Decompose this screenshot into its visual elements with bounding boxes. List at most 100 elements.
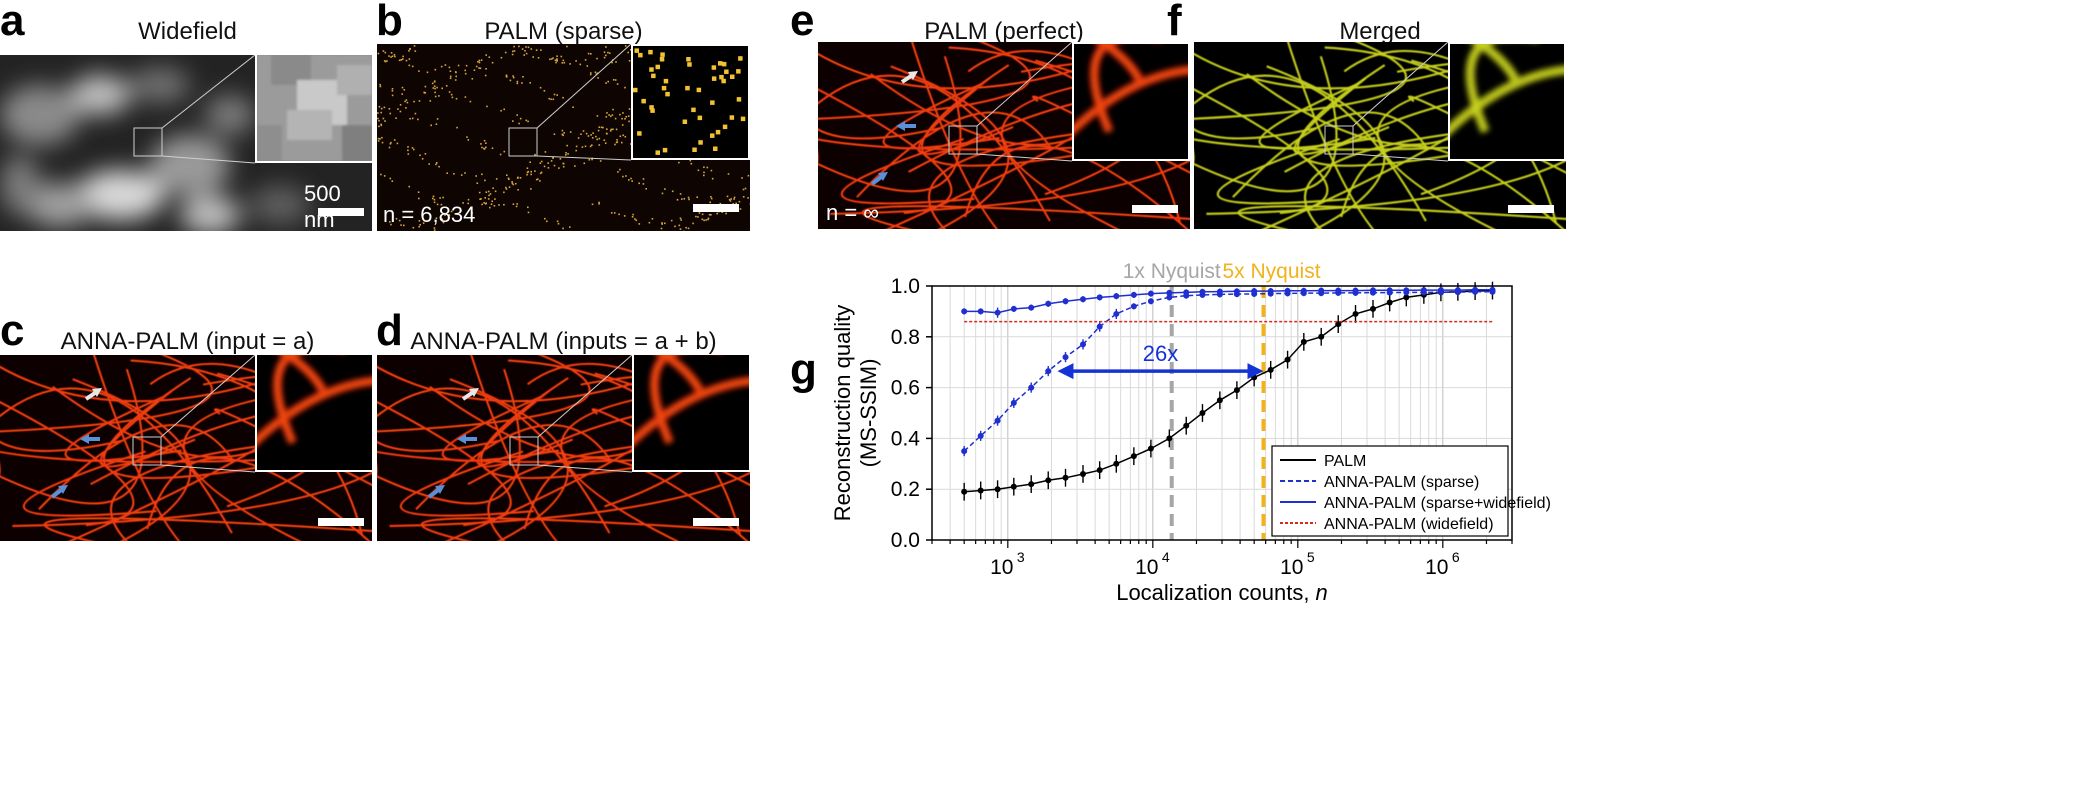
localization-point xyxy=(622,134,624,137)
y-tick-label: 0.0 xyxy=(891,529,920,552)
localization-point xyxy=(380,173,382,176)
legend-label: ANNA-PALM (sparse) xyxy=(1324,474,1479,491)
filament xyxy=(1472,44,1520,82)
localization-point xyxy=(603,51,606,53)
localization-point xyxy=(407,149,409,152)
data-point xyxy=(1113,460,1120,467)
localization-point xyxy=(408,58,411,60)
localization-point xyxy=(741,177,743,179)
data-point xyxy=(1335,287,1342,294)
localization-point xyxy=(462,202,464,204)
data-point xyxy=(994,309,1001,316)
localization-point xyxy=(540,171,543,174)
localization-point xyxy=(402,58,404,60)
localization-point xyxy=(480,59,483,61)
localization-point xyxy=(487,190,490,193)
anna-palm-ab-inset xyxy=(632,355,750,472)
localization-point xyxy=(481,173,483,176)
localization-point xyxy=(697,216,699,218)
localization-point xyxy=(455,97,458,100)
localization-point xyxy=(382,50,385,52)
zoom-lines-b xyxy=(508,44,632,161)
localization-point xyxy=(377,140,380,142)
localization-point xyxy=(701,213,704,216)
localization-point xyxy=(515,182,517,185)
localization-point xyxy=(525,119,528,122)
x-tick-exponent: 4 xyxy=(1162,549,1170,565)
localization-point xyxy=(733,198,735,200)
localization-point xyxy=(390,141,392,144)
filament xyxy=(1206,159,1566,215)
localization-point xyxy=(530,170,532,173)
merged-inset-filaments xyxy=(1450,44,1564,136)
localization-point xyxy=(413,148,415,151)
localization-point xyxy=(587,135,590,137)
localization-point xyxy=(679,217,682,220)
localization-point xyxy=(581,146,584,148)
localization-point xyxy=(565,152,567,154)
localization-point xyxy=(434,68,437,71)
filament-core xyxy=(377,355,590,432)
localization-point xyxy=(484,197,486,199)
localization-point xyxy=(485,54,487,56)
localization-point xyxy=(382,117,385,120)
localization-point xyxy=(602,126,604,129)
localization-point xyxy=(565,154,567,156)
localization-point xyxy=(512,183,515,186)
localization-point xyxy=(384,60,387,63)
localization-point xyxy=(556,58,558,60)
localization-point xyxy=(619,168,621,171)
data-point xyxy=(1233,387,1240,394)
filament-core xyxy=(928,127,1135,229)
localization-point xyxy=(516,203,518,205)
data-point xyxy=(1166,289,1173,296)
localization-point xyxy=(519,117,522,120)
localization-point xyxy=(613,212,616,214)
localization-point xyxy=(719,202,722,205)
localization-point xyxy=(585,132,588,135)
localization-point xyxy=(379,138,381,140)
localization-point xyxy=(610,115,612,118)
localization-point xyxy=(747,197,749,199)
localization-point xyxy=(711,76,717,81)
filament-core xyxy=(421,517,750,541)
localization-point xyxy=(409,48,411,50)
data-point xyxy=(1010,483,1017,490)
scalebar-b xyxy=(693,204,739,212)
filament xyxy=(1450,65,1564,136)
localization-point xyxy=(631,180,633,182)
data-point xyxy=(1216,397,1223,404)
n-label-e: n = ∞ xyxy=(826,200,879,225)
localization-point xyxy=(421,158,424,160)
localization-point xyxy=(503,108,505,111)
localization-point xyxy=(605,46,607,48)
localization-point xyxy=(509,79,512,82)
localization-point xyxy=(616,139,618,141)
localization-point xyxy=(709,201,711,204)
localization-point xyxy=(408,64,411,67)
localization-point xyxy=(454,213,456,215)
localization-point xyxy=(380,123,382,126)
localization-point xyxy=(479,198,481,200)
localization-point xyxy=(610,128,613,131)
localization-point xyxy=(607,51,609,54)
data-point xyxy=(1183,422,1190,429)
filament-core xyxy=(830,159,1190,215)
localization-point xyxy=(574,165,576,167)
data-point xyxy=(1028,304,1035,311)
localization-point xyxy=(662,147,668,153)
localization-point xyxy=(649,67,654,72)
localization-point xyxy=(598,144,601,146)
localization-point xyxy=(389,112,392,115)
localization-point xyxy=(426,71,429,74)
data-point xyxy=(1062,354,1069,361)
filament-core xyxy=(389,472,750,527)
localization-point xyxy=(417,191,420,193)
localization-point xyxy=(724,69,729,74)
localization-point xyxy=(592,132,594,134)
panel-title-d: ANNA-PALM (inputs = a + b) xyxy=(410,328,717,355)
localization-point xyxy=(725,212,727,215)
localization-point xyxy=(394,55,396,58)
localization-point xyxy=(507,177,510,180)
localization-point xyxy=(729,200,732,202)
